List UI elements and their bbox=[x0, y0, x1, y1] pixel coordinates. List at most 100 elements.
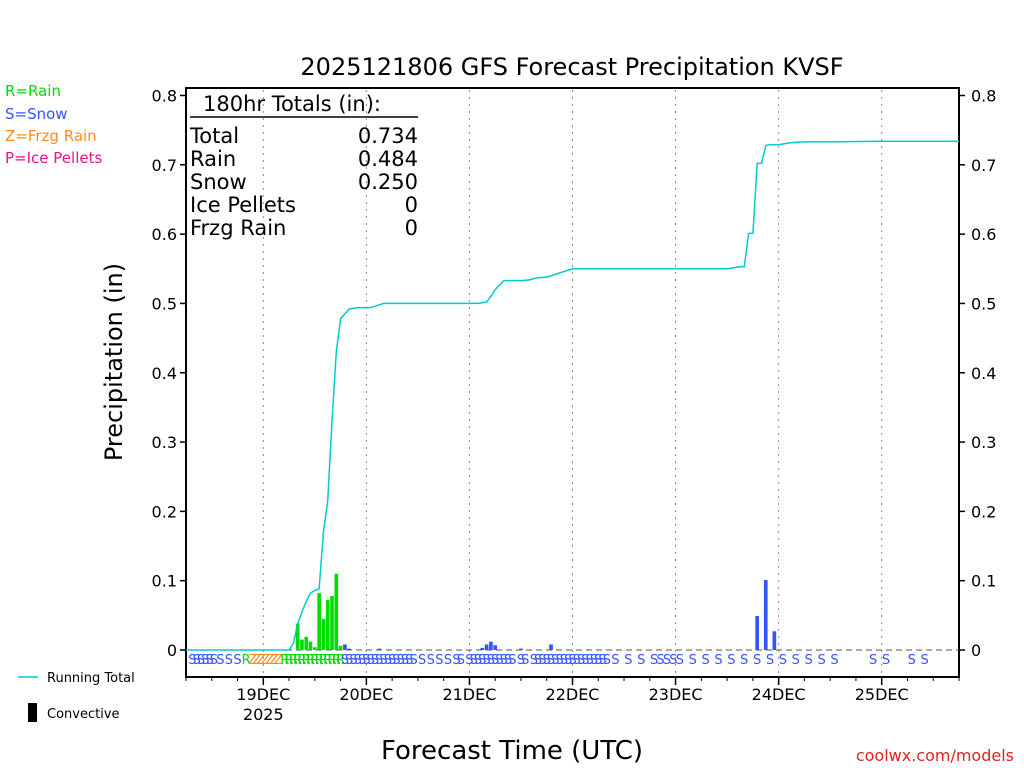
ptype-snow: S bbox=[805, 653, 813, 668]
ptype-frzg: Z bbox=[274, 653, 283, 668]
ptype-snow: S bbox=[193, 653, 201, 668]
ptype-snow: S bbox=[210, 653, 218, 668]
x-tick-label: 20DEC bbox=[339, 685, 393, 704]
ptype-rain: R bbox=[310, 653, 319, 668]
legend-rain: R=Rain bbox=[5, 82, 61, 100]
ptype-snow: S bbox=[727, 653, 735, 668]
ptype-snow: S bbox=[487, 653, 495, 668]
y-tick-label-right: 0.2 bbox=[971, 502, 996, 521]
ptype-snow: S bbox=[753, 653, 761, 668]
ptype-snow: S bbox=[216, 653, 224, 668]
ptype-snow: S bbox=[474, 653, 482, 668]
y-tick-label-right: 0.1 bbox=[971, 572, 996, 591]
ptype-snow: S bbox=[650, 653, 658, 668]
ptype-snow: S bbox=[564, 653, 572, 668]
y-tick-label-left: 0.1 bbox=[152, 572, 177, 591]
bar-snow bbox=[343, 644, 347, 650]
ptype-snow: S bbox=[508, 653, 516, 668]
ptype-rain: R bbox=[336, 653, 345, 668]
bar-rain bbox=[321, 618, 326, 650]
totals-label-ice-pellets: Ice Pellets bbox=[190, 193, 296, 217]
ptype-snow: S bbox=[676, 653, 684, 668]
y-tick-label-right: 0 bbox=[971, 641, 981, 660]
ptype-snow: S bbox=[611, 653, 619, 668]
bar-snow bbox=[489, 641, 493, 650]
bar-snow bbox=[377, 648, 382, 650]
ptype-snow: S bbox=[482, 653, 490, 668]
ptype-snow: S bbox=[388, 653, 396, 668]
ptype-snow: S bbox=[197, 653, 205, 668]
ptype-snow: S bbox=[504, 653, 512, 668]
y-tick-label-right: 0.6 bbox=[971, 225, 996, 244]
ptype-snow: S bbox=[435, 653, 443, 668]
ptype-snow: S bbox=[603, 653, 611, 668]
y-tick-label-left: 0.3 bbox=[152, 433, 177, 452]
y-tick-label-right: 0.4 bbox=[971, 364, 996, 383]
source-credit: coolwx.com/models bbox=[856, 746, 1014, 765]
ptype-snow: S bbox=[624, 653, 632, 668]
legend-convective: Convective bbox=[47, 707, 120, 722]
bar-snow bbox=[519, 648, 523, 650]
bar-rain bbox=[300, 639, 304, 650]
ptype-snow: S bbox=[581, 653, 589, 668]
ptype-snow: S bbox=[233, 653, 241, 668]
ptype-snow: S bbox=[551, 653, 559, 668]
ptype-frzg: Z bbox=[265, 653, 274, 668]
legend-frzg-rain: Z=Frzg Rain bbox=[5, 127, 97, 145]
legend-running-total: Running Total bbox=[47, 671, 135, 686]
bar-rain bbox=[325, 600, 330, 650]
ptype-snow: S bbox=[470, 653, 478, 668]
ptype-frzg: Z bbox=[252, 653, 261, 668]
ptype-snow: S bbox=[530, 653, 538, 668]
ptype-rain: R bbox=[319, 653, 328, 668]
ptype-snow: S bbox=[663, 653, 671, 668]
ptype-snow: S bbox=[555, 653, 563, 668]
ptype-snow: S bbox=[405, 653, 413, 668]
ptype-snow: S bbox=[740, 653, 748, 668]
ptype-snow: S bbox=[882, 653, 890, 668]
x-axis-label: Forecast Time (UTC) bbox=[381, 736, 643, 766]
ptype-frzg: Z bbox=[270, 653, 279, 668]
ptype-snow: S bbox=[491, 653, 499, 668]
ptype-snow: S bbox=[500, 653, 508, 668]
x-tick-label: 19DEC bbox=[236, 685, 290, 704]
ptype-snow: S bbox=[714, 653, 722, 668]
ptype-snow: S bbox=[921, 653, 929, 668]
y-tick-label-left: 0.8 bbox=[152, 87, 177, 106]
ptype-snow: S bbox=[384, 653, 392, 668]
ptype-snow: S bbox=[669, 653, 677, 668]
ptype-snow: S bbox=[637, 653, 645, 668]
ptype-snow: S bbox=[869, 653, 877, 668]
ptype-rain: R bbox=[280, 653, 289, 668]
bar-rain bbox=[317, 593, 321, 650]
totals-label-total: Total bbox=[189, 124, 239, 148]
ptype-snow: S bbox=[517, 653, 525, 668]
bar-snow bbox=[763, 579, 768, 650]
bar-rain bbox=[338, 645, 343, 650]
ptype-rain: R bbox=[242, 653, 251, 668]
ptype-rain: R bbox=[327, 653, 336, 668]
ptype-frzg: Z bbox=[261, 653, 270, 668]
totals-value-rain: 0.484 bbox=[358, 147, 418, 171]
ptype-snow: S bbox=[547, 653, 555, 668]
ptype-snow: S bbox=[543, 653, 551, 668]
y-tick-label-left: 0 bbox=[167, 641, 177, 660]
totals-label-rain: Rain bbox=[190, 147, 236, 171]
x-tick-sublabel: 2025 bbox=[243, 705, 284, 724]
ptype-snow: S bbox=[908, 653, 916, 668]
ptype-snow: S bbox=[418, 653, 426, 668]
ptype-snow: S bbox=[568, 653, 576, 668]
y-tick-label-right: 0.7 bbox=[971, 156, 996, 175]
totals-header: 180hr Totals (in): bbox=[203, 92, 381, 116]
ptype-rain: R bbox=[293, 653, 302, 668]
x-tick-label: 21DEC bbox=[442, 685, 496, 704]
bar-snow bbox=[549, 644, 553, 650]
totals-box: 180hr Totals (in): Total 0.734 Rain 0.48… bbox=[189, 92, 418, 240]
ptype-snow: S bbox=[225, 653, 233, 668]
ptype-rain: R bbox=[289, 653, 298, 668]
ptype-snow: S bbox=[409, 653, 417, 668]
ptype-snow: S bbox=[586, 653, 594, 668]
ptype-rain: R bbox=[302, 653, 311, 668]
